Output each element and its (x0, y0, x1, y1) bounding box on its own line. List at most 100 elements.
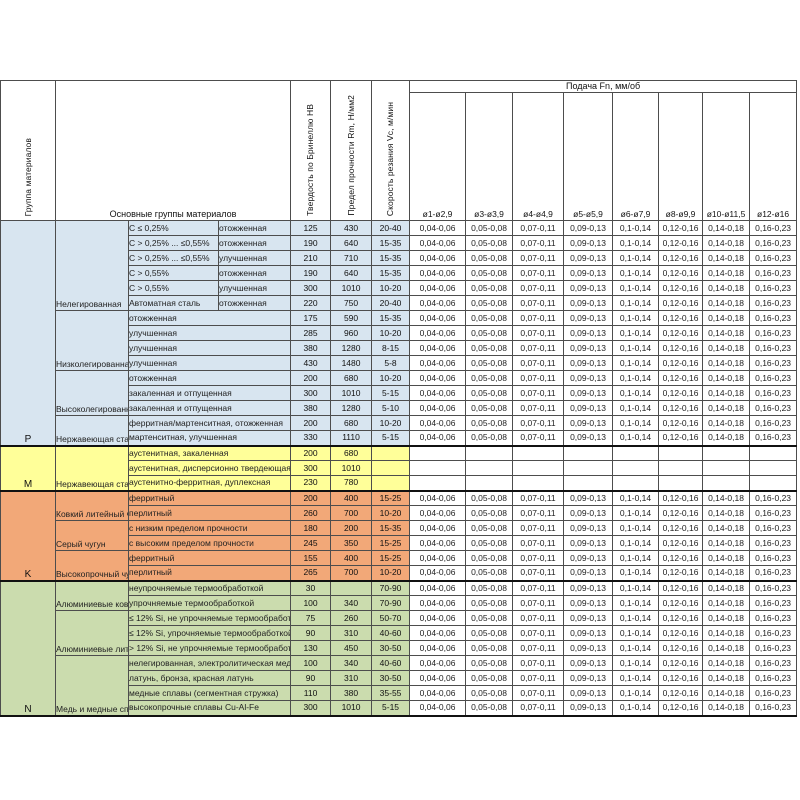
cutting-speed-value: 15-35 (371, 265, 411, 281)
feed-value: 0,1-0,14 (612, 235, 660, 251)
feed-value: 0,12-0,16 (658, 670, 704, 686)
feed-value: 0,04-0,06 (409, 340, 467, 356)
feed-value: 0,14-0,18 (702, 310, 751, 326)
feed-value: 0,09-0,13 (563, 280, 614, 296)
feed-value: 0,12-0,16 (658, 505, 704, 521)
feed-value: 0,12-0,16 (658, 489, 704, 506)
feed-value (702, 444, 751, 461)
hardness-hb-value: 180 (290, 520, 332, 536)
feed-value: 0,16-0,23 (749, 235, 798, 251)
feed-value: 0,05-0,08 (465, 505, 514, 521)
feed-value: 0,16-0,23 (749, 310, 798, 326)
material-subgroup: мартенситная, улучшенная (127, 430, 292, 446)
cutting-speed-value: 10-20 (371, 505, 411, 521)
col-header-diameter-1: ø1-ø2,9 (409, 92, 467, 221)
cutting-speed-value: 10-20 (371, 370, 411, 386)
feed-value: 0,05-0,08 (465, 340, 514, 356)
cutting-speed-value: 15-25 (371, 550, 411, 566)
hardness-hb-value: 190 (290, 265, 332, 281)
feed-value: 0,07-0,11 (512, 565, 565, 581)
strength-rm-value: 700 (330, 505, 373, 521)
feed-value: 0,07-0,11 (512, 400, 565, 416)
feed-value: 0,09-0,13 (563, 670, 614, 686)
feed-value: 0,07-0,11 (512, 310, 565, 326)
col-header-material-group: Группа материалов (0, 80, 56, 221)
feed-value (702, 475, 751, 491)
cutting-speed-value: 40-60 (371, 625, 411, 641)
feed-value: 0,09-0,13 (563, 340, 614, 356)
feed-value: 0,1-0,14 (612, 610, 660, 626)
material-subgroup: с низким пределом прочности (127, 520, 292, 536)
feed-value: 0,04-0,06 (409, 625, 467, 641)
col-header-diameter-2: ø3-ø3,9 (465, 92, 514, 221)
material-subgroup: закаленная и отпущенная (127, 400, 292, 416)
strength-rm-value: 710 (330, 250, 373, 266)
feed-value: 0,16-0,23 (749, 655, 798, 671)
feed-value: 0,12-0,16 (658, 655, 704, 671)
feed-value: 0,14-0,18 (702, 685, 751, 701)
cutting-speed-value: 20-40 (371, 295, 411, 311)
feed-value: 0,16-0,23 (749, 430, 798, 446)
feed-value: 0,16-0,23 (749, 520, 798, 536)
feed-value: 0,07-0,11 (512, 295, 565, 311)
feed-value: 0,16-0,23 (749, 595, 798, 611)
feed-value: 0,12-0,16 (658, 595, 704, 611)
col-header-diameter-3: ø4-ø4,9 (512, 92, 565, 221)
feed-value: 0,05-0,08 (465, 489, 514, 506)
table-row: Высоколегированнаяотожженная20068010-200… (1, 370, 798, 416)
material-subgroup: нелегированная, электролитическая медь (127, 655, 292, 671)
material-subgroup: ≤ 12% Si, не упрочняемые термообработкой (127, 610, 292, 626)
table-row: Низколегированная отожженная 175 590 15-35 0,… (1, 310, 798, 371)
feed-value: 0,14-0,18 (702, 295, 751, 311)
feed-value: 0,1-0,14 (612, 579, 660, 596)
material-category: Высоколегированная (55, 370, 129, 416)
feed-value: 0,04-0,06 (409, 579, 467, 596)
feed-value: 0,14-0,18 (702, 430, 751, 446)
feed-value: 0,07-0,11 (512, 325, 565, 341)
feed-value: 0,04-0,06 (409, 430, 467, 446)
feed-value: 0,14-0,18 (702, 520, 751, 536)
feed-value: 0,12-0,16 (658, 325, 704, 341)
hardness-hb-value: 190 (290, 235, 332, 251)
cutting-speed-value: 15-25 (371, 535, 411, 551)
table-row: улучшенная 285 960 10-20 0,04-0,06 0,05-0,08 0… (1, 325, 798, 341)
feed-value: 0,12-0,16 (658, 280, 704, 296)
feed-value: 0,04-0,06 (409, 415, 467, 431)
strength-rm-value: 400 (330, 550, 373, 566)
material-state: отожженная (217, 265, 292, 281)
feed-value: 0,07-0,11 (512, 550, 565, 566)
feed-value: 0,04-0,06 (409, 640, 467, 656)
feed-value: 0,16-0,23 (749, 535, 798, 551)
material-state: отожженная (217, 295, 292, 311)
col-header-main-groups: Основные группы материалов (54, 80, 292, 221)
feed-value: 0,1-0,14 (612, 700, 660, 716)
feed-value: 0,1-0,14 (612, 250, 660, 266)
cutting-speed-value: 40-60 (371, 655, 411, 671)
material-subgroup: медные сплавы (сегментная стружка) (127, 685, 292, 701)
feed-value: 0,07-0,11 (512, 655, 565, 671)
feed-value: 0,07-0,11 (512, 250, 565, 266)
feed-value: 0,12-0,16 (658, 415, 704, 431)
material-subgroup: отожженная (127, 310, 292, 326)
feed-value: 0,09-0,13 (563, 565, 614, 581)
hardness-hb-value: 380 (290, 400, 332, 416)
feed-value: 0,16-0,23 (749, 579, 798, 596)
feed-value: 0,04-0,06 (409, 355, 467, 371)
material-category: Ковкий литейный чугун (55, 489, 129, 521)
feed-value: 0,14-0,18 (702, 579, 751, 596)
strength-rm-value: 430 (330, 220, 373, 236)
feed-value: 0,12-0,16 (658, 385, 704, 401)
strength-rm-value: 310 (330, 670, 373, 686)
strength-rm-value: 700 (330, 565, 373, 581)
cutting-speed-value: 30-50 (371, 640, 411, 656)
feed-value: 0,07-0,11 (512, 385, 565, 401)
feed-value: 0,12-0,16 (658, 355, 704, 371)
strength-rm-value: 350 (330, 535, 373, 551)
feed-value: 0,12-0,16 (658, 370, 704, 386)
material-subgroup: высокопрочные сплавы Cu-Al-Fe (127, 700, 292, 716)
feed-value: 0,16-0,23 (749, 625, 798, 641)
feed-value: 0,07-0,11 (512, 625, 565, 641)
strength-rm-value: 1010 (330, 460, 373, 476)
feed-value: 0,05-0,08 (465, 655, 514, 671)
